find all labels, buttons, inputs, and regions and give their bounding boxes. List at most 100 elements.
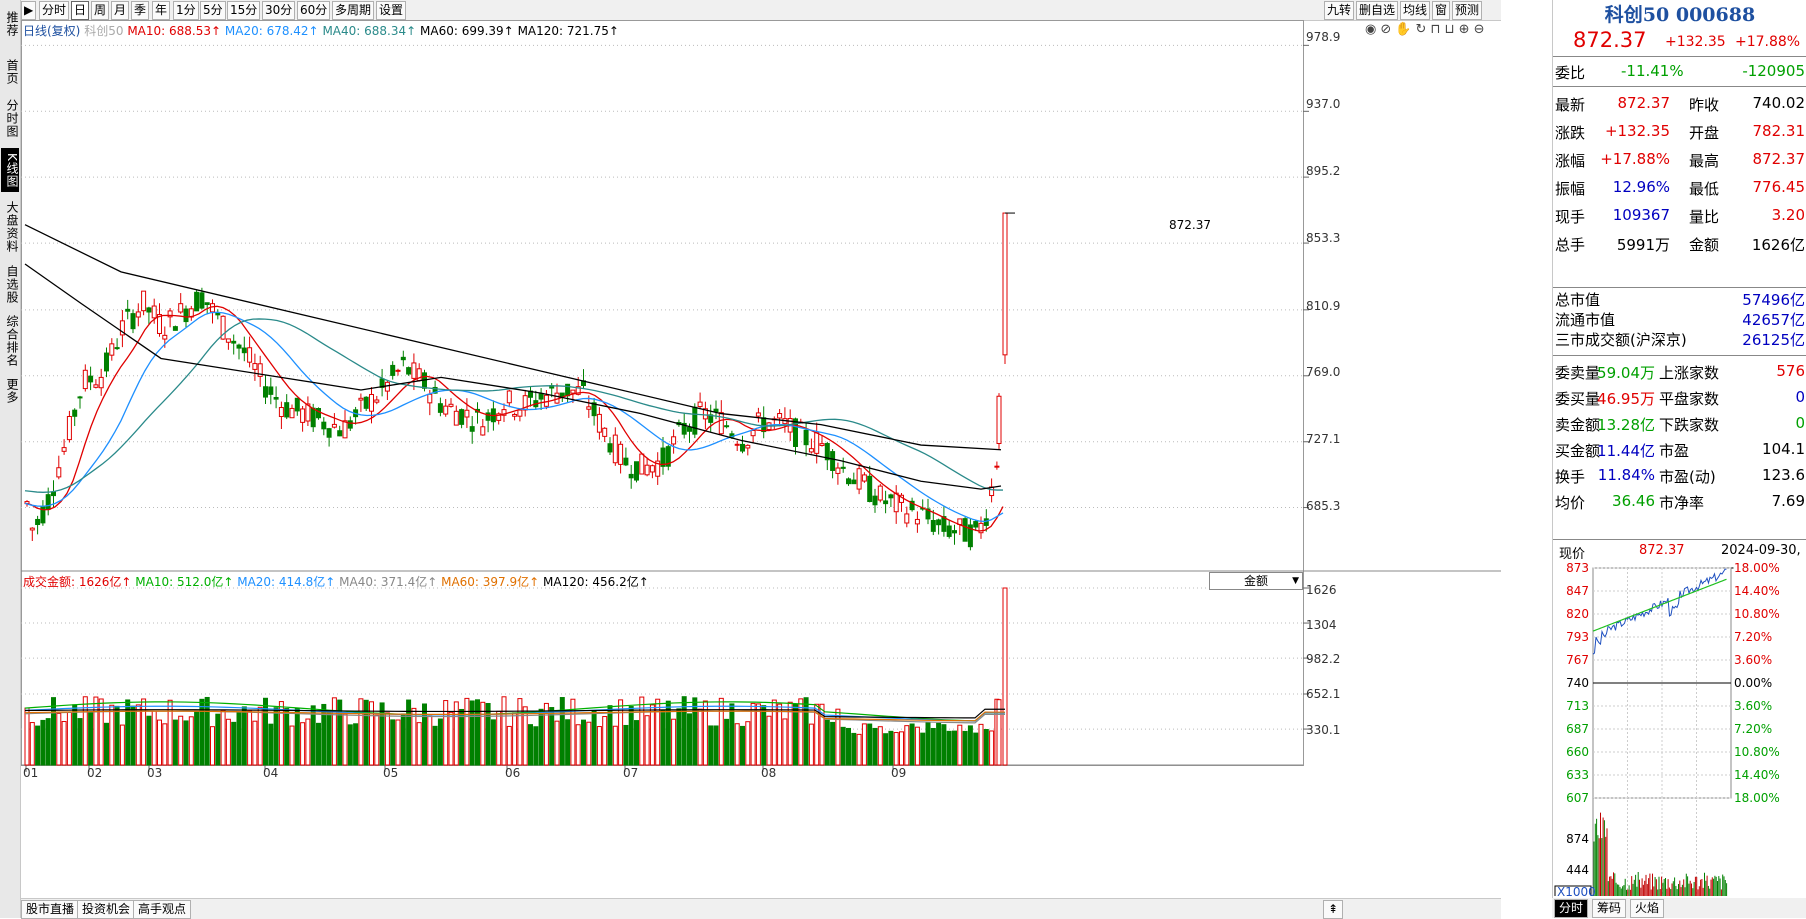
period-week[interactable]: 周 <box>91 1 110 20</box>
volume-bar <box>628 706 634 766</box>
scroll-top-icon[interactable]: ⇞ <box>1323 900 1344 919</box>
nav-home[interactable]: 首页 <box>5 59 19 85</box>
volume-type-select[interactable]: 金额 ▼ <box>1209 572 1303 590</box>
period-15min[interactable]: 15分 <box>227 1 261 20</box>
nav-watchlist[interactable]: 自选股 <box>5 264 19 304</box>
candle-body <box>141 290 147 312</box>
candle-body <box>941 516 947 532</box>
volume-bar <box>883 733 889 766</box>
period-year[interactable]: 年 <box>152 1 171 20</box>
candle-body <box>273 396 279 400</box>
remove-watchlist-button[interactable]: 删自选 <box>1356 1 1399 20</box>
tab-timeshare[interactable]: 分时 <box>1554 899 1589 918</box>
nav-kline[interactable]: K线图 <box>1 148 19 192</box>
volume-bar <box>337 699 343 766</box>
candle-body <box>432 386 438 394</box>
volume-bar <box>920 732 926 766</box>
candle-body <box>257 363 263 377</box>
tab-chips[interactable]: 筹码 <box>1592 899 1627 918</box>
candle-body <box>167 310 173 318</box>
candle-body <box>178 303 184 313</box>
stat-label: 昨收 <box>1689 96 1720 114</box>
volume-axis-label: 652.1 <box>1306 687 1341 701</box>
volume-bar <box>914 726 920 766</box>
nav-ranking[interactable]: 综合排名 <box>5 315 19 367</box>
window-button[interactable]: 窗 <box>1432 1 1451 20</box>
order-label: 上涨家数 <box>1659 364 1720 382</box>
nav-recommend[interactable]: 推荐 <box>5 11 19 37</box>
legend-index-name: 科创50 <box>84 24 124 38</box>
chevron-down-icon: ▼ <box>1292 576 1299 586</box>
nav-more[interactable]: 更多 <box>5 378 19 404</box>
candle-body <box>289 407 295 419</box>
period-1min[interactable]: 1分 <box>173 1 199 20</box>
volume-bar <box>199 698 205 766</box>
candle-body <box>236 344 242 349</box>
refresh-icon[interactable]: ↻ <box>1415 22 1431 37</box>
mini-right-tick: 14.40% <box>1734 768 1780 782</box>
hand-icon[interactable]: ✋ <box>1395 22 1416 37</box>
unlock-icon[interactable]: ⊔ <box>1444 22 1459 37</box>
candle-body <box>793 418 798 447</box>
chart-frame <box>21 20 1304 766</box>
stat-label: 金额 <box>1689 236 1720 254</box>
volume-bar <box>395 719 401 766</box>
candle-body <box>994 465 1000 468</box>
tab-experts[interactable]: 高手观点 <box>133 900 192 919</box>
candle-body <box>962 518 968 542</box>
volume-bar <box>936 722 942 766</box>
period-month[interactable]: 月 <box>111 1 130 20</box>
stat-value: 3.20 <box>1771 206 1805 224</box>
mini-timeshare-chart[interactable]: 873 18.00% 847 14.40% 820 10.80% 793 7.20% 767 3.… <box>1553 560 1806 896</box>
nav-timeshare[interactable]: 分时图 <box>5 98 19 138</box>
vol-ma120: MA120: 456.2亿↑ <box>543 575 649 589</box>
nav-market-info[interactable]: 大盘资料 <box>5 201 19 253</box>
forecast-button[interactable]: 预测 <box>1452 1 1483 20</box>
eye-icon[interactable]: ◉ <box>1365 22 1381 37</box>
order-label: 委卖量 <box>1555 364 1601 382</box>
period-60min[interactable]: 60分 <box>297 1 331 20</box>
volume-bar <box>565 719 571 766</box>
volume-bar <box>989 730 995 766</box>
month-label: 03 <box>147 766 163 780</box>
tab-flame[interactable]: 火焰 <box>1630 899 1665 918</box>
zoom-in-icon[interactable]: ⊕ <box>1458 22 1474 37</box>
toolbar-arrow-icon[interactable]: ▶ <box>21 1 37 20</box>
tab-live[interactable]: 股市直播 <box>21 900 80 919</box>
period-5min[interactable]: 5分 <box>200 1 226 20</box>
eye-off-icon[interactable]: ⊘ <box>1380 22 1396 37</box>
stat-value: 782.31 <box>1752 122 1806 140</box>
volume-bar <box>676 708 682 766</box>
tab-opportunity[interactable]: 投资机会 <box>77 900 136 919</box>
candle-body <box>321 421 327 430</box>
month-label: 02 <box>87 766 103 780</box>
vol-ma20: MA20: 414.8亿↑ <box>237 575 336 589</box>
period-30min[interactable]: 30分 <box>262 1 296 20</box>
volume-bar <box>745 721 751 766</box>
settings-button[interactable]: 设置 <box>376 1 407 20</box>
mini-price-label: 现价 <box>1559 547 1586 562</box>
candle-body <box>448 403 454 407</box>
nine-turn-button[interactable]: 九转 <box>1324 1 1355 20</box>
price-axis-label: 937.0 <box>1306 97 1341 111</box>
period-multi[interactable]: 多周期 <box>332 1 375 20</box>
period-timeshare[interactable]: 分时 <box>39 1 70 20</box>
volume-bar <box>77 718 83 766</box>
period-day[interactable]: 日 <box>71 1 90 20</box>
mini-price-value: 872.37 <box>1639 543 1685 558</box>
order-label: 市盈(动) <box>1659 468 1716 486</box>
lock-icon[interactable]: ⊓ <box>1430 22 1445 37</box>
candle-body <box>146 307 152 313</box>
period-quarter[interactable]: 季 <box>131 1 150 20</box>
kline-chart-svg[interactable] <box>21 20 1501 894</box>
ma-button[interactable]: 均线 <box>1400 1 1431 20</box>
zoom-out-icon[interactable]: ⊖ <box>1473 22 1489 37</box>
volume-bar <box>188 716 194 766</box>
kline-chart-area[interactable]: 日线(复权) 科创50 MA10: 688.53↑ MA20: 678.42↑ … <box>21 20 1501 894</box>
volume-bar <box>72 704 78 766</box>
candle-body <box>305 403 311 422</box>
mini-right-tick: 0.00% <box>1734 676 1772 690</box>
candle-body <box>252 363 258 370</box>
stat-label: 最低 <box>1689 180 1720 198</box>
candle-body <box>877 485 883 501</box>
